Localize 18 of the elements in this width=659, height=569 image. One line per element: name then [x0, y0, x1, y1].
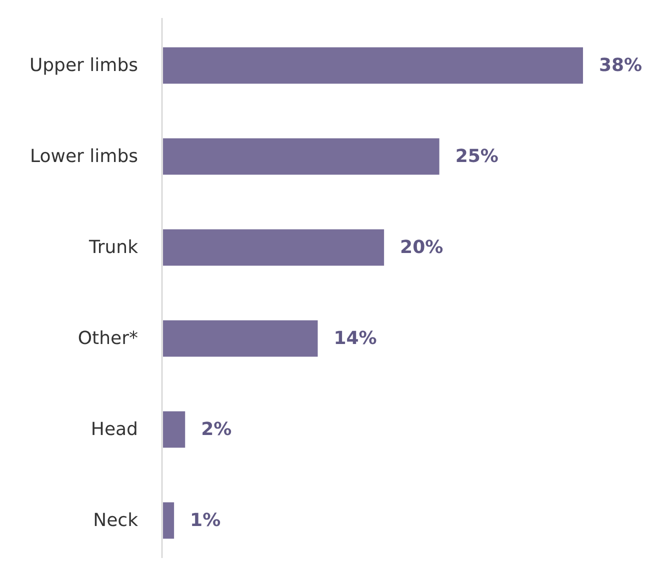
y-tick-label: Trunk	[88, 237, 139, 258]
data-label: 2%	[201, 419, 232, 440]
bar	[163, 229, 384, 266]
bar	[163, 502, 174, 539]
data-label: 20%	[400, 237, 444, 258]
data-label: 38%	[599, 55, 642, 76]
bar	[163, 47, 583, 84]
bar	[163, 320, 318, 357]
y-tick-label: Lower limbs	[30, 146, 138, 167]
bar	[163, 138, 440, 175]
y-tick-label: Head	[90, 419, 138, 440]
data-label: 1%	[190, 510, 221, 531]
bar	[163, 411, 186, 448]
y-tick-label: Other*	[78, 328, 138, 349]
y-tick-label: Neck	[93, 510, 139, 531]
data-label: 25%	[455, 146, 498, 167]
data-label: 14%	[334, 328, 377, 349]
y-tick-label: Upper limbs	[29, 55, 138, 76]
